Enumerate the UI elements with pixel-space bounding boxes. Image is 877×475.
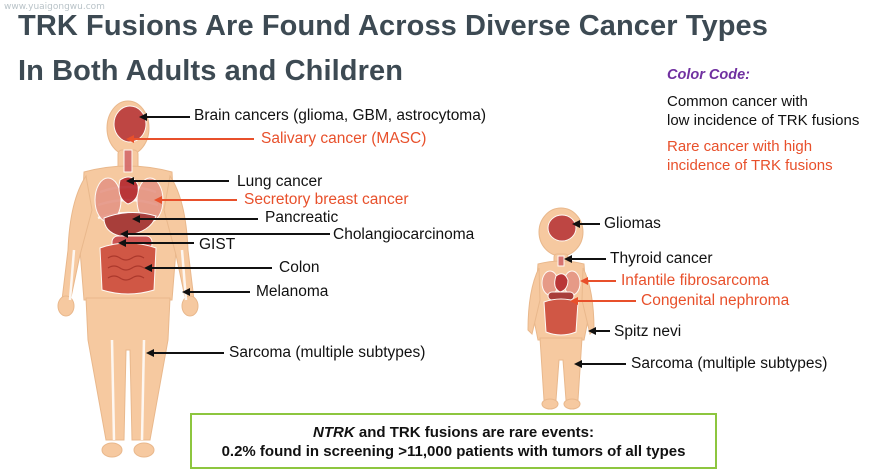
child-body <box>527 207 595 410</box>
label-pancreatic: Pancreatic <box>265 209 339 226</box>
label-child-sarcoma: Sarcoma (multiple subtypes) <box>631 355 828 372</box>
label-melanoma: Melanoma <box>256 283 329 300</box>
label-gliomas: Gliomas <box>604 215 661 232</box>
label-congenital-nephroma: Congenital nephroma <box>641 292 790 309</box>
page-title-line-2: In Both Adults and Children <box>18 55 404 87</box>
label-adult-sarcoma: Sarcoma (multiple subtypes) <box>229 344 426 361</box>
label-lung-cancer: Lung cancer <box>237 173 323 190</box>
watermark: www.yuaigongwu.com <box>4 2 105 12</box>
label-gist: GIST <box>199 236 236 253</box>
legend-rare-line-2: incidence of TRK fusions <box>667 157 833 174</box>
note-gene-name: NTRK <box>313 424 355 441</box>
adult-body <box>57 100 199 458</box>
note-line-1-text: and TRK fusions are rare events: <box>354 424 594 441</box>
child-arrows <box>564 220 636 368</box>
note-line-1: NTRK and TRK fusions are rare events: <box>192 423 715 442</box>
label-colon: Colon <box>279 259 320 276</box>
label-brain-cancers: Brain cancers (glioma, GBM, astrocytoma) <box>194 107 487 124</box>
legend-heading: Color Code: <box>667 67 750 83</box>
rarity-note-box: NTRK and TRK fusions are rare events: 0.… <box>190 413 717 469</box>
label-secretory-breast-cancer: Secretory breast cancer <box>244 191 409 208</box>
label-spitz-nevi: Spitz nevi <box>614 323 682 340</box>
label-infantile-fibrosarcoma: Infantile fibrosarcoma <box>621 272 770 289</box>
legend-rare-line-1: Rare cancer with high <box>667 138 813 155</box>
label-cholangiocarcinoma: Cholangiocarcinoma <box>333 226 475 243</box>
label-salivary-cancer: Salivary cancer (MASC) <box>261 130 427 147</box>
note-line-2: 0.2% found in screening >11,000 patients… <box>221 443 686 460</box>
legend-common-line-1: Common cancer with <box>667 93 808 110</box>
page-title-line-1: TRK Fusions Are Found Across Diverse Can… <box>18 10 768 42</box>
label-thyroid-cancer: Thyroid cancer <box>610 250 713 267</box>
legend-common-line-2: low incidence of TRK fusions <box>667 112 860 129</box>
adult-arrows <box>118 113 330 357</box>
